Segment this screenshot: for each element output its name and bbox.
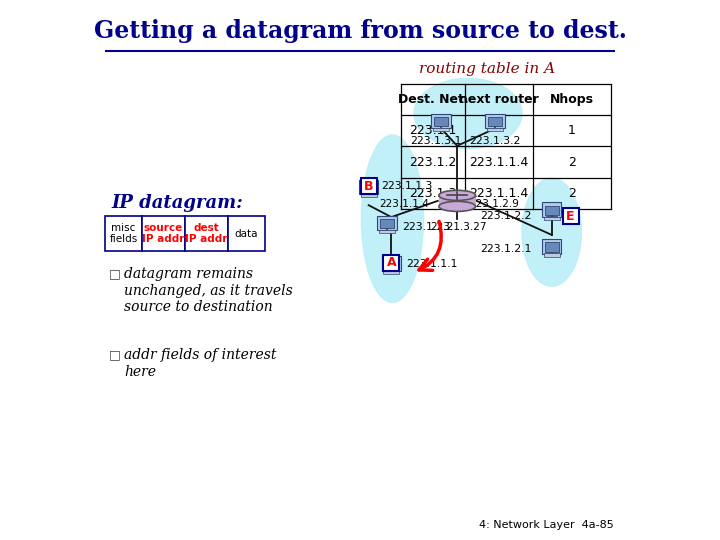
FancyArrowPatch shape: [419, 221, 441, 271]
Text: next router: next router: [459, 93, 539, 106]
Text: 1: 1: [568, 124, 576, 137]
Text: 2: 2: [568, 156, 576, 168]
FancyBboxPatch shape: [382, 256, 401, 271]
Text: 223.1.3: 223.1.3: [409, 187, 456, 200]
Text: Getting a datagram from source to dest.: Getting a datagram from source to dest.: [94, 19, 626, 43]
Text: B: B: [364, 180, 374, 193]
Text: datagram remains
unchanged, as it travels
source to destination: datagram remains unchanged, as it travel…: [124, 267, 293, 314]
Ellipse shape: [522, 178, 582, 286]
Text: 223.1.1.4: 223.1.1.4: [469, 156, 528, 168]
Text: 223.1.2.9: 223.1.2.9: [469, 199, 520, 209]
FancyBboxPatch shape: [545, 242, 559, 252]
FancyBboxPatch shape: [544, 253, 559, 256]
FancyBboxPatch shape: [228, 216, 265, 251]
Text: misc
fields: misc fields: [109, 222, 138, 244]
Text: 223.1.1.1: 223.1.1.1: [406, 259, 458, 268]
Ellipse shape: [439, 190, 476, 200]
Text: Nhops: Nhops: [550, 93, 594, 106]
Text: 4: Network Layer  4a-85: 4: Network Layer 4a-85: [479, 520, 613, 530]
Text: 223.1.1.4: 223.1.1.4: [469, 187, 528, 200]
Ellipse shape: [361, 135, 423, 302]
Text: 223.1.1: 223.1.1: [409, 124, 456, 137]
Text: 223.1.1.4: 223.1.1.4: [379, 199, 429, 209]
FancyBboxPatch shape: [185, 216, 228, 251]
Text: routing table in A: routing table in A: [419, 62, 555, 76]
FancyBboxPatch shape: [544, 217, 559, 220]
FancyBboxPatch shape: [380, 219, 394, 228]
Text: 223.1.3.2: 223.1.3.2: [469, 136, 521, 146]
FancyBboxPatch shape: [485, 114, 505, 129]
Text: 223.1.1.3: 223.1.1.3: [382, 181, 433, 191]
Text: 223.1.3.27: 223.1.3.27: [430, 222, 487, 233]
Text: 223.1.2: 223.1.2: [409, 156, 456, 168]
FancyBboxPatch shape: [105, 216, 142, 251]
Text: □: □: [109, 348, 121, 361]
FancyBboxPatch shape: [359, 180, 379, 194]
Text: 223.1.1.2: 223.1.1.2: [402, 222, 454, 232]
FancyBboxPatch shape: [562, 208, 579, 224]
Text: IP datagram:: IP datagram:: [112, 194, 243, 212]
FancyBboxPatch shape: [361, 194, 377, 197]
FancyBboxPatch shape: [431, 114, 451, 129]
Ellipse shape: [414, 78, 522, 148]
FancyBboxPatch shape: [377, 216, 397, 231]
FancyBboxPatch shape: [383, 255, 400, 271]
Text: A: A: [387, 256, 396, 269]
FancyBboxPatch shape: [379, 230, 395, 233]
Text: addr fields of interest
here: addr fields of interest here: [124, 348, 276, 379]
Text: 223.1.2.1: 223.1.2.1: [480, 245, 531, 254]
FancyBboxPatch shape: [487, 128, 503, 131]
Text: data: data: [235, 228, 258, 239]
FancyBboxPatch shape: [439, 195, 475, 206]
FancyBboxPatch shape: [433, 128, 449, 131]
FancyBboxPatch shape: [142, 216, 185, 251]
FancyBboxPatch shape: [383, 271, 400, 274]
Text: 223.1.3.1: 223.1.3.1: [410, 136, 462, 146]
Text: dest
IP addr: dest IP addr: [186, 222, 228, 244]
Text: □: □: [109, 267, 121, 280]
FancyBboxPatch shape: [361, 183, 376, 192]
FancyBboxPatch shape: [545, 206, 559, 215]
Text: Dest. Net.: Dest. Net.: [397, 93, 468, 106]
FancyBboxPatch shape: [542, 239, 562, 254]
FancyBboxPatch shape: [434, 117, 448, 126]
FancyBboxPatch shape: [361, 178, 377, 194]
Text: E: E: [567, 210, 575, 222]
FancyBboxPatch shape: [542, 202, 562, 217]
Ellipse shape: [439, 201, 476, 212]
FancyBboxPatch shape: [384, 260, 398, 269]
FancyBboxPatch shape: [488, 117, 502, 126]
Text: 223.1.2.2: 223.1.2.2: [480, 211, 531, 221]
Text: 2: 2: [568, 187, 576, 200]
Text: source
IP addr: source IP addr: [143, 222, 184, 244]
